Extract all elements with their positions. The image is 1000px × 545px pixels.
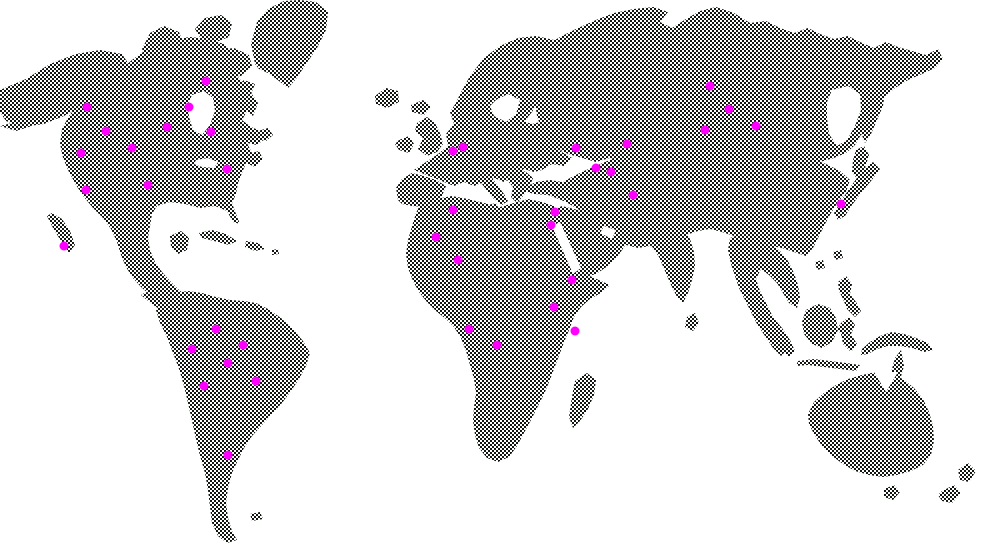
location-marker-africa[interactable] (549, 302, 559, 312)
location-marker-north-america[interactable] (201, 76, 211, 86)
location-marker-south-america[interactable] (223, 358, 233, 368)
location-marker-asia[interactable] (628, 190, 638, 200)
location-marker-asia[interactable] (700, 125, 710, 135)
location-marker-africa[interactable] (453, 255, 463, 265)
location-marker-africa[interactable] (492, 340, 502, 350)
location-marker-north-america[interactable] (162, 122, 172, 132)
location-marker-asia[interactable] (705, 81, 715, 91)
location-marker-south-america[interactable] (251, 376, 261, 386)
location-marker-north-america[interactable] (101, 126, 111, 136)
location-marker-asia[interactable] (836, 199, 846, 209)
location-marker-north-america[interactable] (143, 180, 153, 190)
location-marker-north-america[interactable] (76, 148, 86, 158)
location-marker-europe[interactable] (448, 146, 458, 156)
location-marker-asia[interactable] (591, 163, 601, 173)
location-marker-africa[interactable] (448, 205, 458, 215)
location-marker-south-america[interactable] (211, 324, 221, 334)
location-marker-north-america[interactable] (81, 185, 91, 195)
location-marker-asia[interactable] (751, 121, 761, 131)
location-marker-europe[interactable] (458, 142, 468, 152)
location-marker-north-america[interactable] (127, 143, 137, 153)
location-marker-asia[interactable] (724, 104, 734, 114)
location-marker-north-america[interactable] (206, 127, 216, 137)
location-marker-africa[interactable] (570, 326, 580, 336)
location-marker-south-america[interactable] (238, 340, 248, 350)
location-marker-middle-east[interactable] (546, 220, 556, 230)
location-marker-asia[interactable] (606, 167, 616, 177)
location-marker-north-america[interactable] (184, 102, 194, 112)
location-marker-south-america[interactable] (199, 381, 209, 391)
location-marker-north-america[interactable] (59, 241, 69, 251)
location-marker-asia[interactable] (622, 139, 632, 149)
location-marker-middle-east[interactable] (550, 207, 560, 217)
location-marker-south-america[interactable] (223, 450, 233, 460)
location-marker-south-america[interactable] (187, 344, 197, 354)
location-marker-africa[interactable] (464, 324, 474, 334)
location-marker-africa[interactable] (567, 275, 577, 285)
location-marker-north-america[interactable] (82, 102, 92, 112)
location-marker-africa[interactable] (431, 232, 441, 242)
location-marker-north-america[interactable] (222, 164, 232, 174)
location-marker-asia[interactable] (571, 143, 581, 153)
